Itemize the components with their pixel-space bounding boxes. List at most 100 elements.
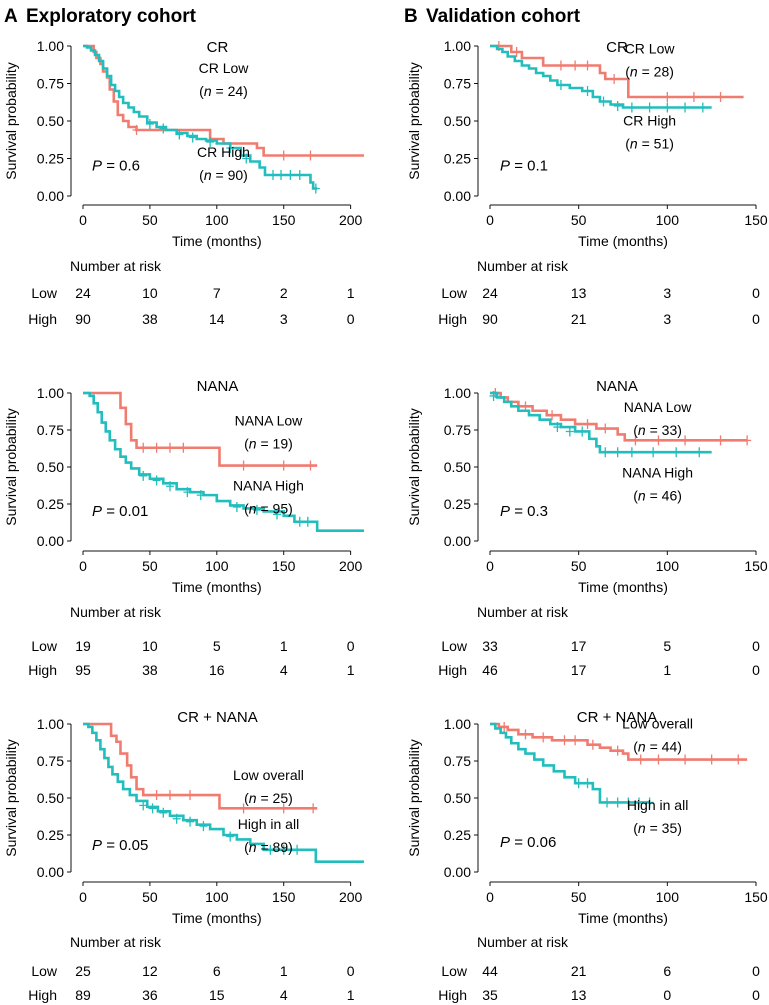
risk-count-low: 5 — [663, 638, 671, 654]
p-number: = 0.06 — [514, 834, 556, 851]
risk-row-label-high: High — [438, 662, 467, 678]
p-value: P = 0.05 — [92, 837, 148, 854]
n-value: = 89) — [260, 839, 292, 855]
censor-mark-high — [183, 487, 192, 498]
censor-mark-low — [571, 735, 580, 746]
censor-mark-high — [613, 447, 622, 458]
risk-count-low: 1 — [280, 638, 288, 654]
censor-mark-high — [634, 797, 643, 808]
censor-mark-low — [583, 60, 592, 71]
x-tick-label: 200 — [339, 558, 363, 574]
series-n-high: (n = 95) — [244, 501, 293, 517]
censor-mark-low — [613, 745, 622, 756]
censor-mark-high — [556, 80, 565, 90]
censor-mark-low — [539, 732, 548, 743]
series-label-high: High in all — [627, 797, 688, 813]
risk-count-low: 19 — [75, 638, 91, 654]
y-tick-label: 0.00 — [37, 188, 64, 204]
p-value: P = 0.06 — [500, 834, 556, 851]
risk-count-high: 14 — [209, 311, 225, 327]
km-panel: CR + NANA 0.00 0.25 0.50 0.75 1.00 Survival pr… — [406, 709, 768, 1003]
y-tick-label: 0.50 — [444, 459, 471, 475]
risk-count-high: 95 — [75, 662, 91, 678]
series-n-low: (n = 24) — [199, 83, 248, 99]
n-value: = 33) — [650, 422, 682, 438]
panel-letter: A — [4, 6, 18, 27]
censor-mark-high — [148, 803, 157, 814]
censor-mark-high — [698, 102, 707, 113]
censor-mark-high — [286, 170, 295, 180]
risk-count-high: 0 — [752, 987, 760, 1003]
risk-count-high: 3 — [280, 311, 288, 327]
x-tick-label: 50 — [142, 558, 158, 574]
risk-count-high: 89 — [75, 987, 91, 1003]
censor-mark-high — [293, 844, 302, 855]
p-number: = 0.3 — [514, 503, 548, 520]
risk-table-title: Number at risk — [477, 258, 569, 274]
km-panel: CR 0.00 0.25 0.50 0.75 1.00 Survival probabili… — [3, 38, 364, 327]
risk-count-low: 25 — [75, 963, 91, 979]
x-tick-label: 100 — [656, 212, 680, 228]
y-tick-label: 0.00 — [444, 864, 471, 880]
censor-mark-high — [672, 447, 681, 458]
censor-mark-low — [179, 442, 188, 453]
risk-count-high: 3 — [663, 311, 671, 327]
y-tick-label: 0.00 — [444, 188, 471, 204]
censor-mark-low — [309, 803, 318, 814]
survival-curve-low — [490, 391, 748, 442]
censor-mark-low — [583, 419, 592, 430]
x-tick-label: 0 — [486, 558, 494, 574]
n-open-paren: ( — [244, 501, 249, 517]
censor-mark-high — [252, 504, 261, 515]
survival-curve-low — [83, 722, 318, 810]
y-tick-label: 0.50 — [444, 790, 471, 806]
series-n-high: (n = 90) — [199, 167, 248, 183]
chart-title: CR — [207, 39, 229, 56]
p-symbol: P — [500, 158, 510, 175]
p-value: P = 0.3 — [500, 503, 548, 520]
series-label-high: CR High — [197, 144, 250, 160]
risk-row-label-low: Low — [31, 285, 58, 301]
risk-count-high: 17 — [571, 662, 587, 678]
km-panel: NANA 0.00 0.25 0.50 0.75 1.00 Survival probabi… — [406, 378, 768, 678]
risk-table-title: Number at risk — [70, 934, 162, 950]
x-tick-label: 100 — [656, 558, 680, 574]
p-symbol: P — [92, 837, 102, 854]
censor-mark-low — [306, 150, 315, 161]
y-tick-label: 1.00 — [444, 385, 471, 401]
censor-mark-high — [266, 844, 275, 855]
n-open-paren: ( — [244, 790, 249, 806]
censor-mark-low — [610, 74, 619, 84]
censor-mark-high — [649, 447, 658, 458]
n-symbol: n — [638, 487, 646, 503]
censor-mark-high — [186, 816, 195, 827]
censor-mark-high — [159, 807, 168, 818]
censor-mark-low — [239, 803, 248, 814]
risk-row-label-low: Low — [31, 638, 58, 654]
censor-mark-low — [689, 92, 698, 102]
risk-row-label-low: Low — [441, 963, 468, 979]
censor-mark-high — [226, 831, 235, 842]
risk-row-label-high: High — [28, 662, 57, 678]
series-n-high: (n = 89) — [244, 839, 293, 855]
x-tick-label: 150 — [272, 212, 296, 228]
series-n-high: (n = 46) — [633, 487, 682, 503]
p-number: = 0.1 — [514, 158, 548, 175]
n-open-paren: ( — [244, 839, 249, 855]
n-value: = 28) — [642, 64, 674, 80]
x-tick-label: 50 — [571, 558, 587, 574]
chart-title: CR + NANA — [577, 709, 657, 726]
y-tick-label: 0.25 — [37, 151, 64, 167]
censor-mark-low — [186, 790, 195, 801]
censor-mark-high — [663, 102, 672, 113]
risk-count-high: 35 — [482, 987, 498, 1003]
risk-table-title: Number at risk — [70, 604, 162, 620]
risk-row-label-low: Low — [31, 963, 58, 979]
y-tick-label: 1.00 — [37, 385, 64, 401]
p-symbol: P — [92, 503, 102, 520]
n-open-paren: ( — [633, 738, 638, 754]
y-tick-label: 0.75 — [444, 422, 471, 438]
risk-row-label-high: High — [28, 987, 57, 1003]
risk-count-high: 21 — [571, 311, 587, 327]
censor-mark-high — [269, 170, 278, 180]
